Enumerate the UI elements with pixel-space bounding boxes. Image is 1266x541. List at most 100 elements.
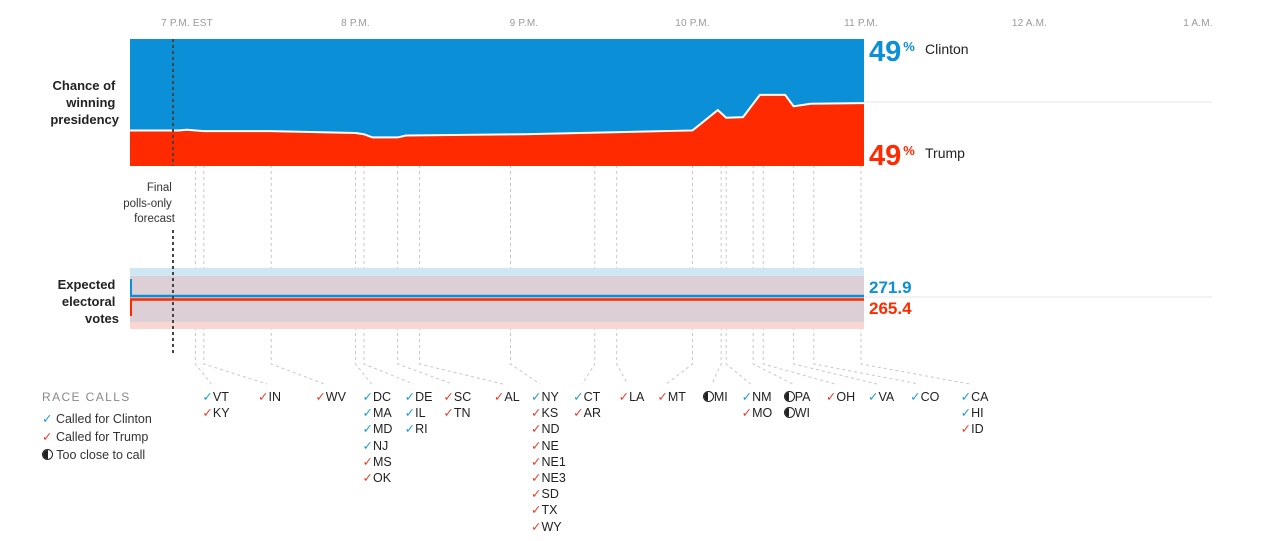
race-call-oh: ✓OH — [825, 390, 856, 404]
race-call-ct: ✓CT — [573, 390, 601, 404]
check-icon: ✓ — [531, 487, 542, 502]
check-icon: ✓ — [531, 471, 542, 486]
time-axis-label: 12 A.M. — [1012, 18, 1047, 29]
race-call-nd: ✓ND — [531, 422, 560, 437]
check-icon: ✓ — [531, 406, 542, 421]
check-icon: ✓ — [493, 390, 505, 404]
check-icon: ✓ — [362, 406, 373, 421]
trump-name: Trump — [925, 145, 965, 161]
check-icon: ✓ — [362, 390, 373, 404]
check-icon: ✓ — [531, 438, 542, 453]
race-call-dc: ✓DC — [362, 390, 392, 404]
race-call-ks: ✓KS — [531, 406, 559, 421]
race-call-sc: ✓SC — [443, 390, 472, 404]
check-icon: ✓ — [531, 503, 542, 518]
check-icon: ✓ — [42, 412, 53, 426]
race-call-al: ✓AL — [493, 390, 520, 404]
race-call-guide — [860, 39, 970, 385]
legend-item: ✓ Called for Trump — [42, 428, 152, 446]
race-call-mo: ✓MO — [741, 406, 773, 421]
half-circle-icon — [783, 391, 795, 402]
race-call-sd: ✓SD — [531, 487, 559, 502]
race-call-va: ✓VA — [868, 390, 895, 404]
race-call-ms: ✓MS — [362, 454, 392, 469]
check-icon: ✓ — [362, 438, 373, 453]
check-icon: ✓ — [42, 430, 53, 444]
race-call-ne1: ✓NE1 — [531, 454, 566, 469]
race-call-group: MI — [702, 389, 728, 405]
check-icon: ✓ — [202, 390, 213, 404]
check-icon: ✓ — [531, 422, 542, 437]
check-icon: ✓ — [404, 390, 416, 404]
trump-ev-value: 265.4 — [869, 299, 912, 318]
check-icon: ✓ — [825, 390, 837, 404]
clinton-name: Clinton — [925, 41, 969, 57]
time-axis-label: 10 P.M. — [675, 18, 710, 29]
legend-label: Called for Clinton — [52, 412, 152, 426]
race-call-group: ✓WV — [315, 389, 346, 405]
legend-title: RACE CALLS — [42, 390, 131, 404]
race-call-nj: ✓NJ — [362, 438, 389, 453]
race-call-in: ✓IN — [258, 390, 281, 404]
race-call-ne3: ✓NE3 — [531, 471, 566, 486]
clinton-ev-value: 271.9 — [869, 278, 912, 297]
win-row-title: Chance of winning presidency — [50, 78, 119, 127]
race-call-group: ✓CO — [910, 389, 939, 405]
race-call-wi: WI — [783, 405, 811, 421]
check-icon: ✓ — [443, 406, 454, 421]
check-icon: ✓ — [573, 406, 584, 421]
race-call-ne: ✓NE — [531, 438, 559, 453]
race-call-tn: ✓TN — [443, 406, 471, 421]
win-probability-panel — [130, 39, 1212, 166]
race-call-nm: ✓NM — [741, 390, 772, 404]
win-divider-line — [130, 93, 864, 139]
race-call-hi: ✓HI — [960, 406, 984, 421]
check-icon: ✓ — [960, 422, 972, 437]
half-circle-icon — [783, 407, 795, 419]
race-call-ca: ✓CA — [960, 390, 989, 404]
race-call-de: ✓DE — [404, 390, 433, 404]
ev-row-title: Expected electoral votes — [58, 277, 119, 326]
race-call-group: ✓NM ✓MO — [742, 389, 773, 421]
clinton-win-pct: 49% — [869, 36, 915, 68]
race-call-group: ✓AL — [494, 389, 520, 405]
race-call-group: ✓LA — [619, 389, 645, 405]
race-call-group: ✓OH — [826, 389, 855, 405]
half-circle-icon — [702, 391, 714, 402]
check-icon: ✓ — [960, 390, 972, 404]
trump-win-pct: 49% — [869, 140, 915, 172]
check-icon: ✓ — [960, 406, 972, 421]
electoral-votes-panel — [130, 268, 1212, 329]
race-call-tx: ✓TX — [531, 503, 558, 518]
race-call-la: ✓LA — [618, 390, 645, 404]
race-call-ma: ✓MA — [362, 406, 392, 421]
check-icon: ✓ — [573, 390, 584, 404]
race-call-mt: ✓MT — [657, 390, 686, 404]
race-call-co: ✓CO — [910, 390, 940, 404]
race-call-ky: ✓KY — [202, 406, 230, 421]
half-circle-icon — [42, 449, 53, 460]
race-call-mi: MI — [702, 389, 728, 405]
check-icon: ✓ — [362, 454, 373, 469]
race-call-group: PA WI — [783, 389, 811, 421]
race-call-wv: ✓WV — [315, 390, 346, 404]
check-icon: ✓ — [531, 519, 542, 534]
race-call-pa: PA — [783, 389, 811, 405]
race-call-group: ✓CT ✓AR — [573, 389, 601, 421]
time-axis: 7 P.M. EST 8 P.M. 9 P.M. 10 P.M. 11 P.M. 12 A… — [161, 18, 1213, 29]
check-icon: ✓ — [741, 406, 753, 421]
race-call-vt: ✓VT — [202, 390, 229, 404]
race-call-group: ✓SC ✓TN — [443, 389, 471, 421]
legend-label: Too close to call — [53, 448, 146, 462]
check-icon: ✓ — [618, 390, 630, 404]
race-call-ok: ✓OK — [362, 471, 392, 486]
check-icon: ✓ — [404, 422, 416, 437]
time-axis-label: 1 A.M. — [1183, 18, 1213, 29]
race-calls-legend: RACE CALLS ✓ Called for Clinton ✓ Called … — [42, 390, 152, 464]
legend-item: ✓ Called for Clinton — [42, 410, 152, 428]
check-icon: ✓ — [404, 406, 416, 421]
race-call-ri: ✓RI — [404, 422, 428, 437]
check-icon: ✓ — [443, 390, 454, 404]
race-call-group: ✓DE ✓IL ✓RI — [405, 389, 433, 438]
